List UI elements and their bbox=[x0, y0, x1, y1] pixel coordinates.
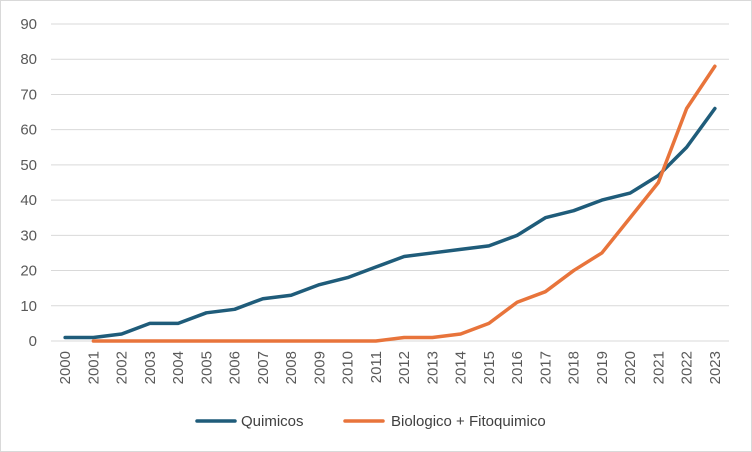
x-tick-label: 2016 bbox=[509, 351, 526, 384]
y-axis: 0 10 20 30 40 50 60 70 80 90 bbox=[20, 16, 37, 350]
x-tick-label: 2002 bbox=[114, 351, 131, 384]
series-line-1 bbox=[63, 106, 717, 340]
x-tick-label: 2010 bbox=[340, 351, 357, 384]
x-tick-label: 2020 bbox=[622, 351, 639, 384]
x-tick-label: 2011 bbox=[368, 351, 385, 383]
series-line-2 bbox=[91, 64, 717, 343]
y-tick-label: 70 bbox=[20, 86, 37, 103]
x-tick-label: 2017 bbox=[537, 351, 554, 384]
x-tick-label: 2019 bbox=[594, 351, 611, 384]
x-tick-label: 2001 bbox=[85, 351, 102, 384]
x-tick-label: 2003 bbox=[142, 351, 159, 384]
x-tick-label: 2018 bbox=[566, 351, 583, 384]
y-tick-label: 40 bbox=[20, 192, 37, 209]
y-tick-label: 90 bbox=[20, 16, 37, 33]
x-tick-label: 2012 bbox=[396, 351, 413, 384]
y-tick-label: 20 bbox=[20, 263, 37, 280]
y-tick-label: 0 bbox=[29, 333, 37, 350]
gridlines bbox=[51, 23, 729, 342]
x-tick-label: 2000 bbox=[57, 351, 74, 384]
x-tick-label: 2006 bbox=[227, 351, 244, 384]
x-tick-label: 2014 bbox=[453, 351, 470, 384]
x-tick-label: 2015 bbox=[481, 351, 498, 384]
x-tick-label: 2005 bbox=[198, 351, 215, 384]
y-tick-label: 30 bbox=[20, 227, 37, 244]
x-tick-label: 2013 bbox=[424, 351, 441, 384]
x-axis: 2000 2001 2002 2003 2004 2005 2006 2007 2008 2009… bbox=[51, 340, 729, 384]
x-tick-label: 2021 bbox=[650, 351, 667, 384]
x-tick-label: 2022 bbox=[679, 351, 696, 384]
y-tick-label: 80 bbox=[20, 51, 37, 68]
x-tick-label: 2008 bbox=[283, 351, 300, 384]
x-tick-label: 2009 bbox=[311, 351, 328, 384]
x-tick-label: 2004 bbox=[170, 351, 187, 384]
legend-label-1: Quimicos bbox=[241, 413, 304, 430]
y-tick-label: 10 bbox=[20, 298, 37, 315]
series-lines bbox=[63, 64, 717, 343]
y-tick-label: 50 bbox=[20, 157, 37, 174]
legend-label-2: Biologico + Fitoquimico bbox=[391, 413, 546, 430]
x-tick-label: 2007 bbox=[255, 351, 272, 384]
legend: Quimicos Biologico + Fitoquimico bbox=[195, 413, 546, 430]
y-tick-label: 60 bbox=[20, 122, 37, 139]
x-tick-label: 2023 bbox=[707, 351, 724, 384]
